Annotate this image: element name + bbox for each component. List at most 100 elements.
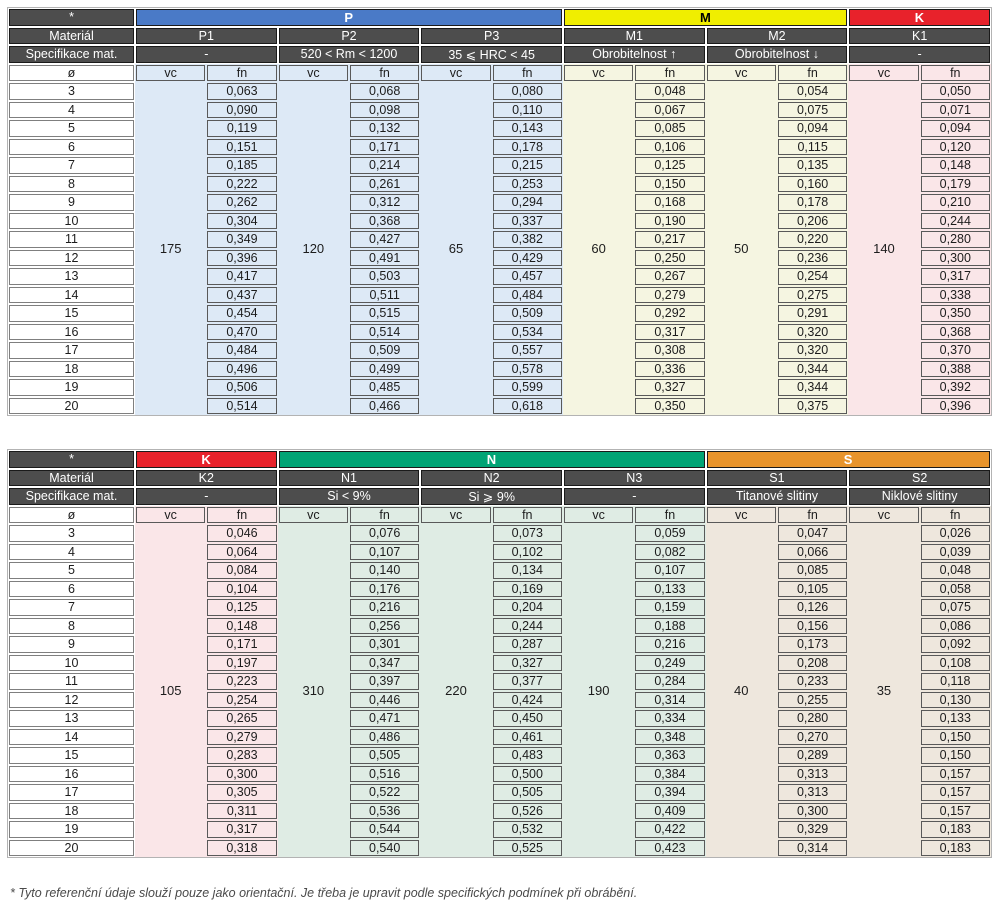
- fn-cell-M2: 0,236: [776, 248, 849, 267]
- vc-value-M2: 50: [705, 82, 777, 415]
- fn-column-label-N3: fn: [634, 505, 706, 524]
- data-row-d10: 10 0,304 0,368 0,337 0,190 0,206 0,244: [8, 211, 991, 230]
- group-header-S: S: [706, 450, 991, 469]
- material-spec-N2: Si ⩾ 9%: [420, 487, 563, 506]
- fn-cell-N2: 0,327: [491, 653, 563, 672]
- material-row-label: Materiál: [8, 27, 135, 46]
- fn-cell-P1: 0,470: [206, 322, 278, 341]
- fn-cell-S1: 0,289: [776, 746, 849, 765]
- data-row-d7: 7 0,185 0,214 0,215 0,125 0,135 0,148: [8, 156, 991, 175]
- fn-cell-P2: 0,466: [348, 396, 421, 415]
- fn-column-label-M1: fn: [634, 63, 706, 82]
- fn-cell-P2: 0,068: [348, 82, 421, 101]
- fn-cell-P2: 0,368: [348, 211, 421, 230]
- fn-cell-M2: 0,375: [776, 396, 849, 415]
- diameter-cell: 5: [8, 561, 135, 580]
- fn-cell-P3: 0,178: [491, 137, 563, 156]
- fn-cell-N3: 0,348: [634, 727, 706, 746]
- diameter-cell: 12: [8, 249, 135, 268]
- fn-cell-M2: 0,275: [776, 285, 849, 304]
- fn-cell-S1: 0,255: [776, 690, 849, 709]
- fn-cell-K2: 0,084: [206, 561, 278, 580]
- fn-cell-M1: 0,048: [634, 82, 706, 101]
- material-name-N2: N2: [420, 469, 563, 488]
- vc-column-label-K2: vc: [135, 505, 207, 524]
- fn-cell-P2: 0,514: [348, 322, 421, 341]
- diameter-cell: 20: [8, 839, 135, 858]
- fn-cell-N1: 0,486: [348, 727, 421, 746]
- column-header-row: ø vc fn vc fn vc fn vc fn vc fn vc fn: [8, 63, 991, 82]
- fn-cell-N3: 0,394: [634, 783, 706, 802]
- material-name-P1: P1: [135, 27, 278, 46]
- fn-column-label-M2: fn: [776, 63, 849, 82]
- fn-cell-M2: 0,160: [776, 174, 849, 193]
- vc-value-K2: 105: [135, 524, 207, 857]
- fn-cell-K2: 0,064: [206, 542, 278, 561]
- fn-cell-K2: 0,148: [206, 616, 278, 635]
- fn-cell-N2: 0,377: [491, 672, 563, 691]
- fn-cell-P1: 0,063: [206, 82, 278, 101]
- fn-cell-N1: 0,076: [348, 524, 421, 543]
- fn-cell-N2: 0,102: [491, 542, 563, 561]
- fn-cell-K2: 0,305: [206, 783, 278, 802]
- fn-cell-M1: 0,067: [634, 100, 706, 119]
- vc-column-label-N1: vc: [277, 505, 349, 524]
- fn-cell-M1: 0,125: [634, 156, 706, 175]
- material-name-S2: S2: [848, 469, 991, 488]
- fn-cell-S1: 0,329: [776, 820, 849, 839]
- data-row-d15: 15 0,454 0,515 0,509 0,292 0,291 0,350: [8, 304, 991, 323]
- material-name-N3: N3: [563, 469, 706, 488]
- data-row-d12: 12 0,254 0,446 0,424 0,314 0,255 0,130: [8, 690, 991, 709]
- fn-cell-N2: 0,169: [491, 579, 563, 598]
- fn-cell-S1: 0,300: [776, 801, 849, 820]
- fn-cell-M1: 0,279: [634, 285, 706, 304]
- fn-cell-K2: 0,046: [206, 524, 278, 543]
- fn-cell-N1: 0,347: [348, 653, 421, 672]
- data-row-d16: 16 0,300 0,516 0,500 0,384 0,313 0,157: [8, 764, 991, 783]
- fn-cell-K1: 0,179: [919, 174, 991, 193]
- fn-cell-N3: 0,133: [634, 579, 706, 598]
- material-spec-K1: -: [848, 45, 991, 64]
- fn-cell-N2: 0,450: [491, 709, 563, 728]
- fn-cell-M2: 0,291: [776, 304, 849, 323]
- fn-cell-P1: 0,514: [206, 396, 278, 415]
- fn-cell-S1: 0,313: [776, 783, 849, 802]
- data-row-d9: 9 0,262 0,312 0,294 0,168 0,178 0,210: [8, 193, 991, 212]
- fn-cell-P2: 0,427: [348, 230, 421, 249]
- fn-cell-N2: 0,525: [491, 838, 563, 857]
- fn-cell-S2: 0,108: [919, 653, 991, 672]
- fn-cell-S2: 0,157: [919, 801, 991, 820]
- fn-cell-N3: 0,249: [634, 653, 706, 672]
- fn-cell-M1: 0,317: [634, 322, 706, 341]
- vc-column-label-N2: vc: [420, 505, 492, 524]
- fn-cell-M2: 0,094: [776, 119, 849, 138]
- fn-cell-K1: 0,244: [919, 211, 991, 230]
- fn-cell-K1: 0,300: [919, 248, 991, 267]
- spec-row: Specifikace mat. - Si < 9% Si ⩾ 9% - Titanové…: [8, 487, 991, 506]
- fn-cell-N1: 0,536: [348, 801, 421, 820]
- vc-value-S2: 35: [848, 524, 920, 857]
- fn-cell-M1: 0,267: [634, 267, 706, 286]
- data-row-d20: 20 0,514 0,466 0,618 0,350 0,375 0,396: [8, 396, 991, 415]
- fn-cell-P2: 0,171: [348, 137, 421, 156]
- vc-value-S1: 40: [705, 524, 777, 857]
- fn-cell-S1: 0,313: [776, 764, 849, 783]
- diameter-column-label: ø: [8, 506, 135, 525]
- fn-cell-M2: 0,178: [776, 193, 849, 212]
- data-row-d11: 11 0,349 0,427 0,382 0,217 0,220 0,280: [8, 230, 991, 249]
- data-row-d19: 19 0,506 0,485 0,599 0,327 0,344 0,392: [8, 378, 991, 397]
- fn-cell-N2: 0,461: [491, 727, 563, 746]
- fn-cell-K1: 0,388: [919, 359, 991, 378]
- fn-cell-S1: 0,066: [776, 542, 849, 561]
- fn-cell-M1: 0,106: [634, 137, 706, 156]
- fn-cell-S1: 0,126: [776, 598, 849, 617]
- diameter-cell: 6: [8, 138, 135, 157]
- fn-cell-S2: 0,133: [919, 709, 991, 728]
- data-row-d14: 14 0,437 0,511 0,484 0,279 0,275 0,338: [8, 285, 991, 304]
- fn-cell-S2: 0,118: [919, 672, 991, 691]
- fn-cell-P3: 0,382: [491, 230, 563, 249]
- spec-row-label: Specifikace mat.: [8, 45, 135, 64]
- vc-value-P2: 120: [277, 82, 349, 415]
- fn-cell-K1: 0,370: [919, 341, 991, 360]
